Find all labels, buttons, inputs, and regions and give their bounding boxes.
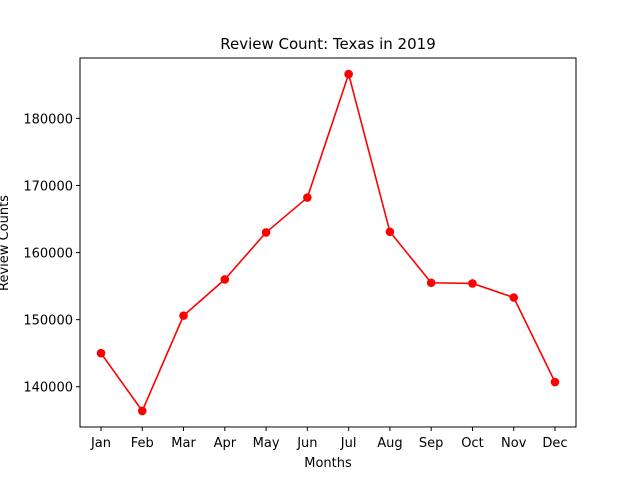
- y-axis-label: Review Counts: [0, 195, 12, 291]
- data-point-jan: [96, 348, 106, 358]
- x-tick-label: Apr: [214, 436, 237, 451]
- data-point-feb: [137, 406, 147, 416]
- data-point-sep: [426, 278, 436, 288]
- data-point-mar: [179, 311, 188, 320]
- y-axis-ticks: 140000 150000 160000 170000 180000: [23, 112, 80, 396]
- x-tick-label: Jun: [296, 436, 317, 451]
- plot-area-frame: [79, 57, 577, 428]
- x-axis-ticks: Jan Feb Mar Apr May Jun Jul Aug Sep Oct Nov Dec: [90, 427, 568, 451]
- data-point-dec: [550, 377, 560, 387]
- y-tick-label: 160000: [23, 247, 73, 262]
- data-point-may: [261, 228, 271, 237]
- x-tick-label: May: [253, 436, 280, 451]
- x-tick-label: Aug: [377, 436, 402, 451]
- x-tick-label: Jul: [340, 436, 357, 451]
- data-point-nov: [509, 293, 519, 302]
- data-point-apr: [220, 275, 230, 284]
- y-tick-label: 140000: [23, 381, 73, 396]
- y-tick-label: 150000: [23, 314, 73, 329]
- x-tick-label: Feb: [131, 436, 154, 451]
- data-point-oct: [468, 279, 477, 288]
- series-layer: [96, 69, 560, 416]
- x-tick-label: Sep: [419, 436, 444, 451]
- y-tick-label: 170000: [23, 179, 73, 194]
- data-point-jun: [303, 193, 312, 202]
- data-point-jul: [344, 69, 353, 79]
- chart-title: Review Count: Texas in 2019: [220, 35, 436, 53]
- data-point-aug: [385, 227, 395, 237]
- x-tick-label: Dec: [542, 436, 567, 451]
- x-tick-label: Nov: [501, 436, 527, 451]
- series-line: [100, 73, 556, 412]
- y-tick-label: 180000: [23, 112, 73, 127]
- x-tick-label: Mar: [171, 436, 196, 451]
- x-tick-label: Oct: [461, 436, 483, 451]
- x-tick-label: Jan: [90, 436, 111, 451]
- x-axis-label: Months: [304, 456, 352, 471]
